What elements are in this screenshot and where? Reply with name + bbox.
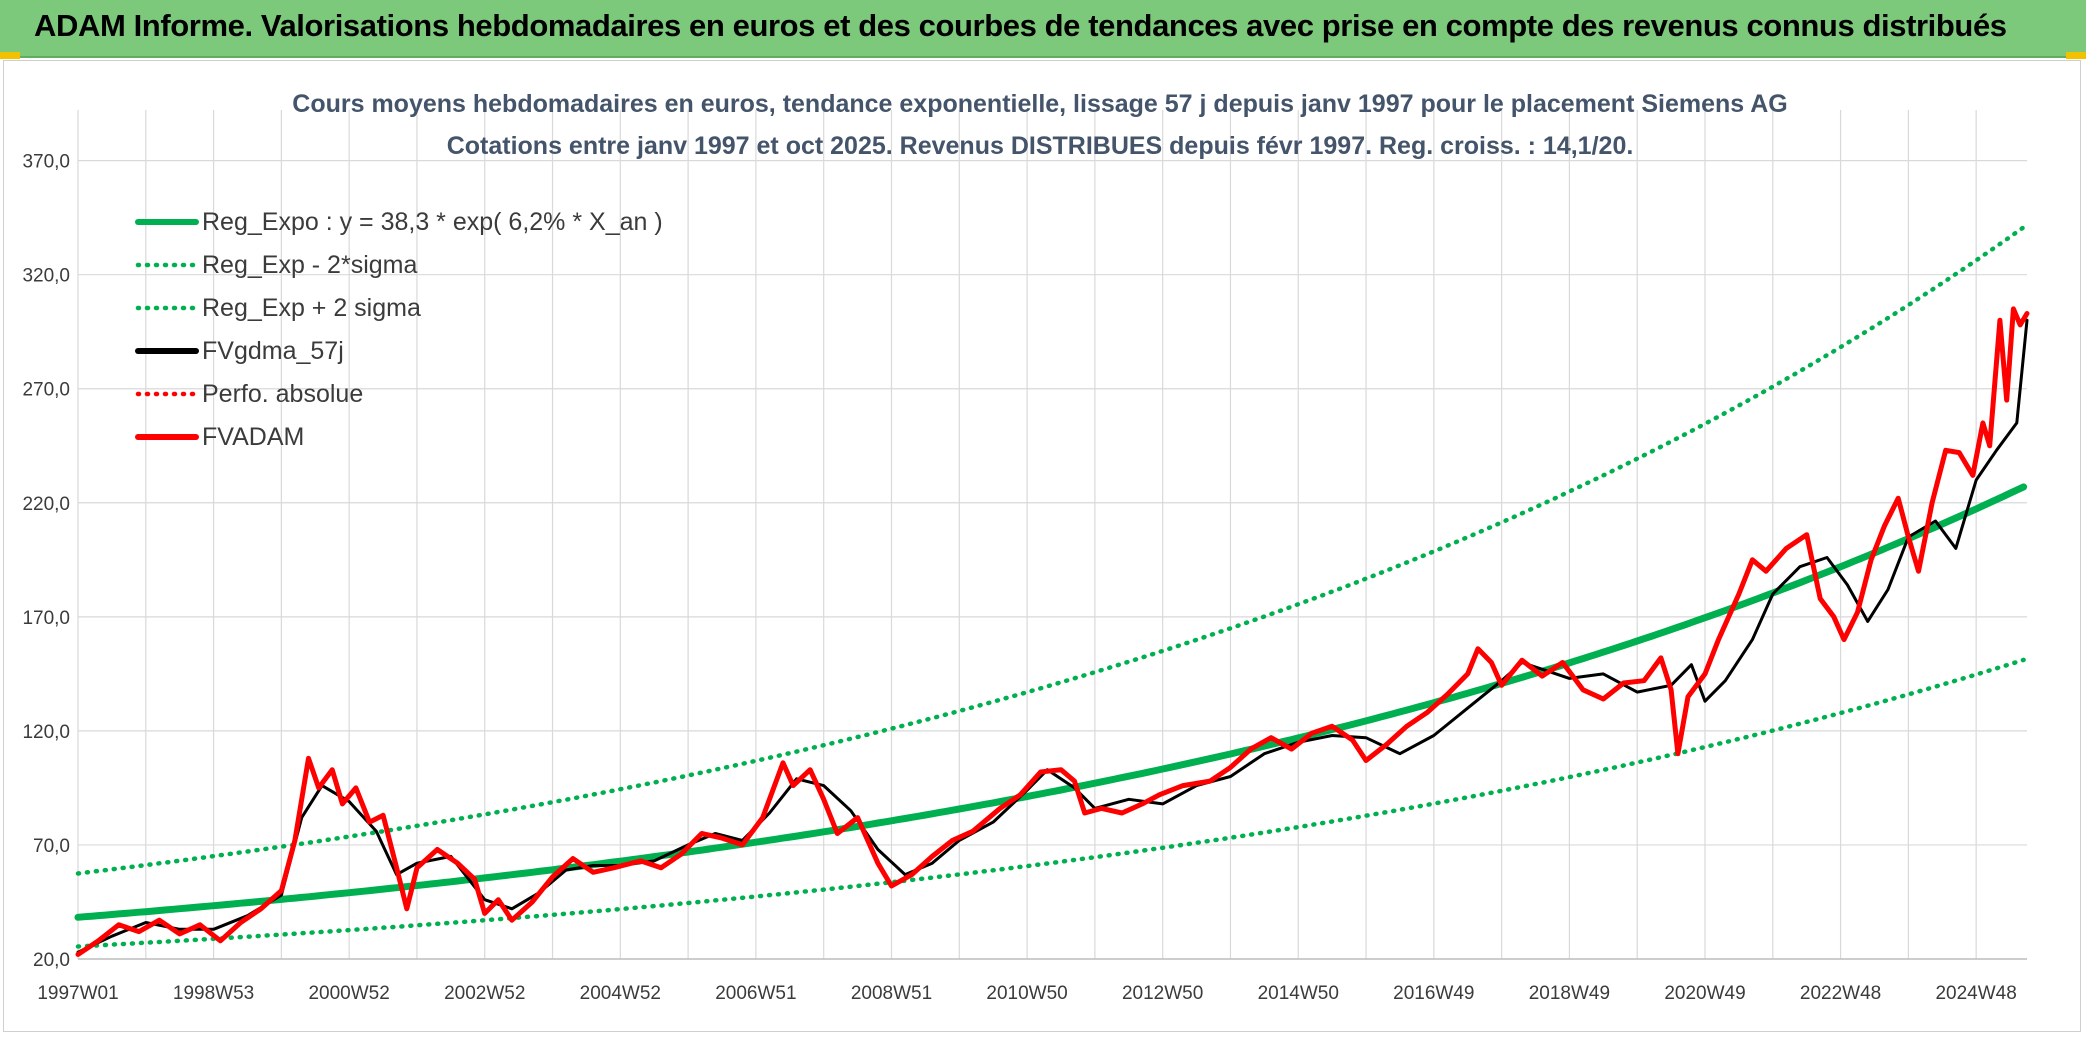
x-tick-label: 2008W51 [851,983,932,1004]
chart-title-line: Cotations entre janv 1997 et oct 2025. R… [447,132,1634,160]
x-tick-label: 2000W52 [308,983,389,1004]
x-tick-label: 2014W50 [1258,983,1339,1004]
legend-label: FVgdma_57j [202,337,344,365]
series-line [75,657,2026,949]
right-corner-mark [2066,52,2086,59]
y-tick-label: 370,0 [22,152,70,173]
legend-label: Reg_Exp + 2 sigma [202,294,421,322]
x-axis-ticks: 1997W01 1998W53 2000W52 2002W52 2004W52 2006W… [37,983,2017,1004]
series-line [75,225,2026,876]
legend-label: Reg_Exp - 2*sigma [202,251,417,279]
x-tick-label: 2010W50 [986,983,1067,1004]
report-title: ADAM Informe. Valorisations hebdomadaire… [34,8,2007,43]
y-tick-label: 70,0 [33,836,70,857]
report-banner: ADAM Informe. Valorisations hebdomadaire… [0,0,2086,58]
y-tick-label: 220,0 [22,494,70,515]
y-axis-ticks: 20,0 70,0 120,0 170,0 220,0 270,0 320,0 370,0 [22,152,70,971]
x-tick-label: 2018W49 [1529,983,1610,1004]
legend-label: Perfo. absolue [202,380,363,408]
x-tick-label: 2012W50 [1122,983,1203,1004]
x-tick-label: 2002W52 [444,983,525,1004]
series-line [76,318,2029,954]
legend-label: Reg_Expo : y = 38,3 * exp( 6,2% * X_an ) [202,208,663,236]
x-tick-label: 1997W01 [37,983,118,1004]
y-tick-label: 270,0 [22,380,70,401]
y-tick-label: 120,0 [22,722,70,743]
chart-frame [3,60,2081,1032]
chart-series [74,225,2030,957]
x-tick-label: 2022W48 [1800,983,1881,1004]
x-tick-label: 2020W49 [1664,983,1745,1004]
x-tick-label: 2004W52 [580,983,661,1004]
series-line [74,483,2028,921]
y-tick-label: 20,0 [33,950,70,971]
y-tick-label: 170,0 [22,608,70,629]
grid-lines [77,110,2027,960]
x-tick-label: 2016W49 [1393,983,1474,1004]
chart-titles: Cours moyens hebdomadaires en euros, ten… [292,90,1787,160]
chart-title-line: Cours moyens hebdomadaires en euros, ten… [292,90,1787,118]
y-tick-label: 320,0 [22,266,70,287]
x-tick-label: 2006W51 [715,983,796,1004]
x-tick-label: 2024W48 [1935,983,2016,1004]
legend: Reg_Expo : y = 38,3 * exp( 6,2% * X_an )… [135,208,663,451]
left-corner-mark [0,52,20,59]
legend-label: FVADAM [202,423,304,451]
x-tick-label: 1998W53 [173,983,254,1004]
series-line [75,306,2030,957]
